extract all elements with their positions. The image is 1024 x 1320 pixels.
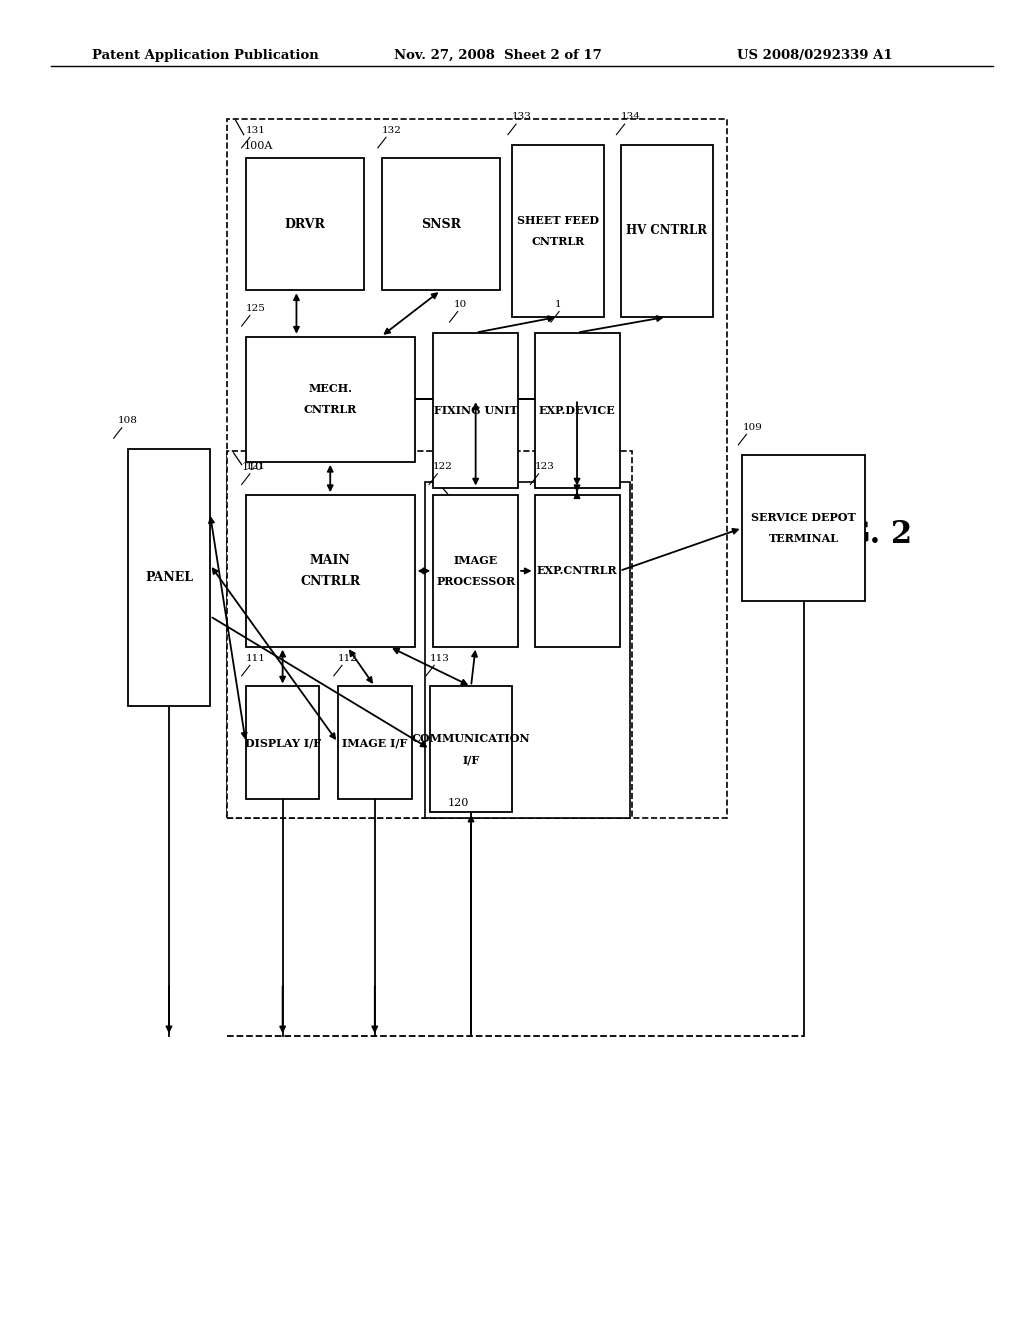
Bar xyxy=(227,451,632,818)
Text: DISPLAY I/F: DISPLAY I/F xyxy=(245,737,321,748)
Text: COMMUNICATION: COMMUNICATION xyxy=(412,733,530,744)
Text: 112: 112 xyxy=(338,653,357,663)
Text: 122: 122 xyxy=(433,462,453,471)
Text: Patent Application Publication: Patent Application Publication xyxy=(92,49,318,62)
Text: Nov. 27, 2008  Sheet 2 of 17: Nov. 27, 2008 Sheet 2 of 17 xyxy=(394,49,602,62)
Text: 1: 1 xyxy=(555,300,561,309)
Bar xyxy=(535,333,620,488)
Text: MAIN: MAIN xyxy=(310,554,350,566)
Bar xyxy=(425,482,630,818)
Text: SERVICE DEPOT: SERVICE DEPOT xyxy=(752,512,856,523)
Text: 111: 111 xyxy=(246,653,265,663)
Bar xyxy=(338,686,412,799)
Text: 132: 132 xyxy=(382,125,401,135)
Text: FIXING UNIT: FIXING UNIT xyxy=(434,405,517,416)
Text: HV CNTRLR: HV CNTRLR xyxy=(626,224,708,238)
Bar xyxy=(246,686,319,799)
Text: PROCESSOR: PROCESSOR xyxy=(436,576,515,587)
Text: 133: 133 xyxy=(512,112,531,121)
Text: 123: 123 xyxy=(535,462,554,471)
Text: DRVR: DRVR xyxy=(285,218,325,231)
Bar xyxy=(227,119,727,818)
Text: I/F: I/F xyxy=(463,754,479,766)
Bar xyxy=(236,326,579,473)
Text: CNTRLR: CNTRLR xyxy=(303,404,357,416)
Text: MECH.: MECH. xyxy=(308,383,352,395)
Text: 121: 121 xyxy=(246,462,265,471)
Text: EXP.DEVICE: EXP.DEVICE xyxy=(539,405,615,416)
Bar xyxy=(433,333,518,488)
Bar xyxy=(246,337,415,462)
Text: SHEET FEED: SHEET FEED xyxy=(517,215,599,226)
Text: IMAGE: IMAGE xyxy=(454,554,498,566)
Bar xyxy=(128,449,210,706)
Bar xyxy=(621,145,713,317)
Text: 113: 113 xyxy=(430,653,450,663)
Text: EXP.CNTRLR: EXP.CNTRLR xyxy=(537,565,617,577)
Text: CNTRLR: CNTRLR xyxy=(531,236,585,247)
Bar xyxy=(246,495,415,647)
Bar xyxy=(535,495,620,647)
Text: 110: 110 xyxy=(242,462,263,473)
Bar xyxy=(433,495,518,647)
Text: 120: 120 xyxy=(447,797,469,808)
Text: FIG. 2: FIG. 2 xyxy=(809,519,911,550)
Bar xyxy=(246,158,364,290)
Bar xyxy=(382,158,500,290)
Text: PANEL: PANEL xyxy=(145,572,193,583)
Text: 131: 131 xyxy=(246,125,265,135)
Text: TERMINAL: TERMINAL xyxy=(769,533,839,544)
Text: 108: 108 xyxy=(118,416,137,425)
Text: IMAGE I/F: IMAGE I/F xyxy=(342,737,408,748)
Text: 125: 125 xyxy=(246,304,265,313)
Text: US 2008/0292339 A1: US 2008/0292339 A1 xyxy=(737,49,893,62)
Bar xyxy=(430,686,512,812)
Bar xyxy=(742,455,865,601)
Text: SNSR: SNSR xyxy=(421,218,461,231)
Text: 134: 134 xyxy=(621,112,640,121)
Text: 100A: 100A xyxy=(244,141,273,152)
Bar xyxy=(512,145,604,317)
Text: CNTRLR: CNTRLR xyxy=(300,576,360,587)
Text: 10: 10 xyxy=(454,300,467,309)
Text: 109: 109 xyxy=(742,422,762,432)
